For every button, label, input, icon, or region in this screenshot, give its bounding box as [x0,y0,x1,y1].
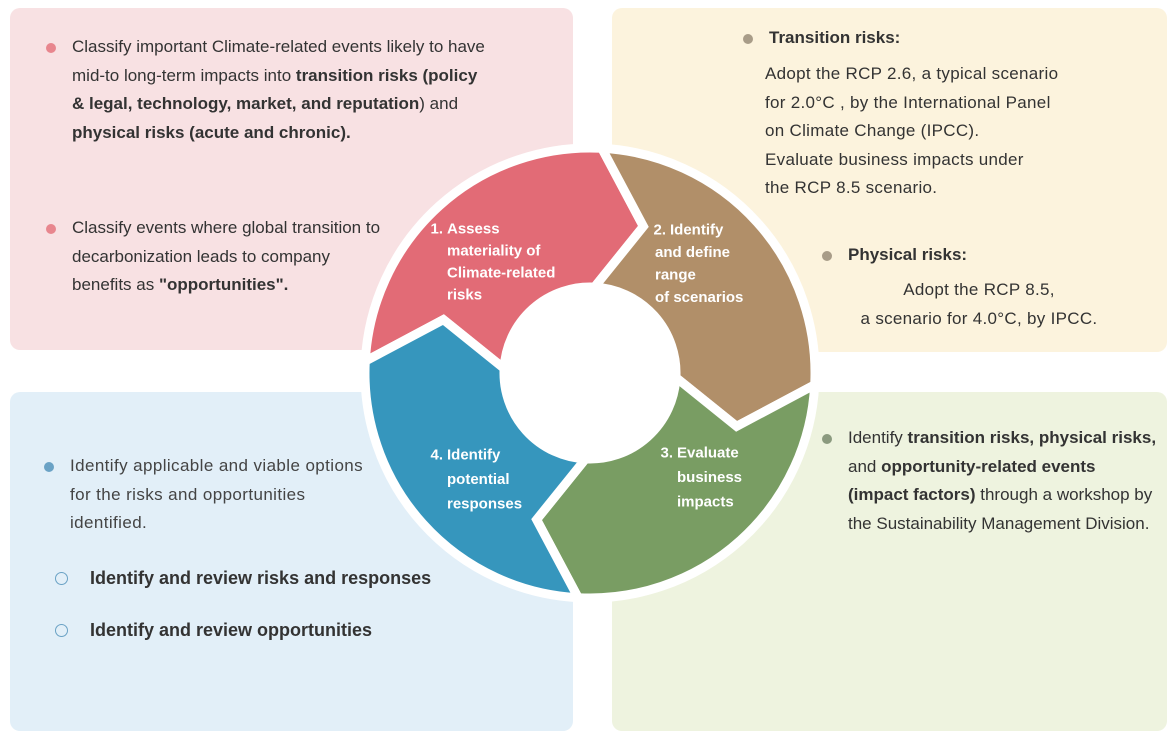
step-label: risks [447,286,482,303]
text-run: Identify [848,428,908,447]
step-label: of scenarios [655,289,743,306]
text-run: physical risks (acute and chronic). [72,122,351,142]
body-line: Adopt the RCP 8.5, [903,280,1055,299]
sub-item: Identify and review opportunities [54,620,373,640]
bullet-item: Identify applicable and viable options f… [44,452,370,538]
text-run: through a workshop by the Sustainability… [848,485,1153,533]
step-number: 1. [430,220,443,237]
text-run: transition risks, physical risks, [907,428,1157,447]
step-label: responses [447,495,522,512]
body-line: the RCP 8.5 scenario. [765,178,938,197]
bullet-item: Identify transition risks, physical risk… [822,424,1158,538]
step-label: range [655,266,696,283]
bullet-body: Adopt the RCP 2.6, a typical scenario for… [765,60,1095,203]
step-label: Identify [670,221,724,238]
bullet-heading: Transition risks: [742,24,900,53]
body-line: for 2.0°C , by the International Panel [765,92,1051,112]
text-run: opportunity-related events (impact facto… [848,456,1096,505]
step-label: Assess [447,220,500,237]
bullet-heading: Physical risks: [821,241,967,270]
step-label: materiality of [447,242,541,259]
body-line: Adopt the RCP 2.6, a typical scenario [765,64,1059,83]
step-label: impacts [677,493,734,510]
body-line: Evaluate business impacts under [765,149,1024,169]
step-number: 4. [430,446,443,463]
step-label: Identify [447,446,501,463]
text-run: transition risks (policy & legal, techno… [72,65,478,114]
text-run: and [848,456,882,476]
bullet-item: Classify events where global transition … [46,214,387,300]
text-run: Classify events where global transition … [72,218,381,294]
step-label: Climate-related [447,264,555,281]
step-label: and define [655,244,730,261]
bullet-item: Classify important Climate-related event… [46,33,492,147]
sub-item: Identify and review risks and responses [54,568,432,588]
text-run: "opportunities". [158,275,289,294]
step-number: 3. [660,444,673,461]
cycle-center [504,287,676,459]
text-run: Classify important Climate-related event… [72,37,485,85]
body-line: a scenario for 4.0°C, by IPCC. [860,308,1098,328]
step-label: business [677,469,742,486]
text-run: Identify applicable and viable options f… [70,456,364,532]
bullet-body: Adopt the RCP 8.5, a scenario for 4.0°C, … [814,276,1144,333]
text-run: ) and [419,94,459,113]
body-line: on Climate Change (IPCC). [765,121,980,140]
step-number: 2. [653,221,666,238]
step-label: Evaluate [677,444,739,461]
step-label: potential [447,471,510,488]
